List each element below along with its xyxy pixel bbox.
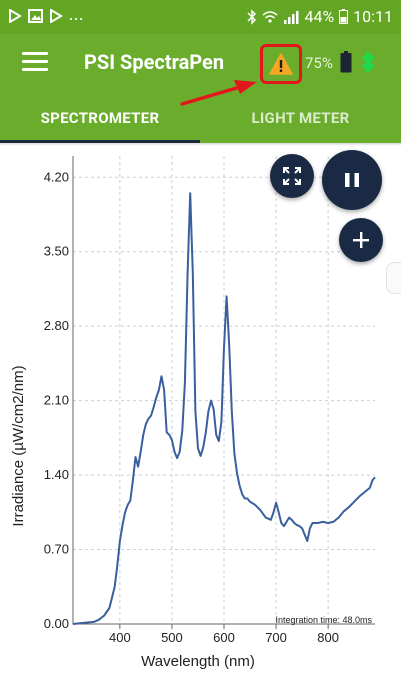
play-store-icon (9, 9, 22, 23)
plus-icon (353, 232, 369, 248)
x-tick-label: 700 (265, 630, 287, 645)
warning-icon (269, 53, 293, 75)
image-icon (28, 9, 43, 23)
battery-icon (340, 51, 352, 73)
x-tick-label: 600 (213, 630, 235, 645)
tab-bar-shadow (0, 143, 401, 146)
signal-icon (284, 10, 299, 24)
battery-percent: 44% (304, 7, 335, 26)
battery-status-icon (339, 9, 349, 24)
menu-icon (22, 52, 48, 55)
clock: 10:11 (353, 7, 393, 26)
y-tick-label: 2.10 (44, 393, 69, 408)
integration-time-label: Integration time: 48.0ms (275, 615, 372, 625)
x-axis-title: Wavelength (nm) (141, 653, 255, 670)
app-bar: PSI SpectraPen 75% (0, 34, 401, 92)
tab-light-meter[interactable]: LIGHT METER (251, 108, 350, 127)
more-notifications: ... (69, 8, 85, 24)
y-tick-label: 0.00 (44, 616, 69, 631)
warning-button[interactable] (260, 44, 302, 84)
x-tick-labels: 400 500 600 700 800 (109, 630, 339, 645)
notification-icons: ... (8, 8, 84, 24)
y-axis-title: Irradiance (µW/cm2/nm) (10, 365, 27, 526)
y-tick-label: 4.20 (44, 169, 69, 184)
bluetooth-status-icon (247, 8, 257, 25)
device-battery-level: 75% (305, 54, 333, 72)
y-tick-label: 2.80 (44, 318, 69, 333)
app-title: PSI SpectraPen (84, 50, 225, 74)
x-tick-label: 500 (161, 630, 183, 645)
y-tick-label: 3.50 (44, 244, 69, 259)
system-icons: 44% 10:11 (247, 7, 393, 26)
tab-spectrometer[interactable]: SPECTROMETER (40, 108, 160, 127)
x-tick-label: 400 (109, 630, 131, 645)
y-tick-label: 1.40 (44, 467, 69, 482)
x-tick-label: 800 (317, 630, 339, 645)
add-button[interactable] (339, 218, 383, 262)
y-tick-labels: 0.00 0.70 1.40 2.10 2.80 3.50 4.20 (44, 169, 69, 631)
active-tab-indicator (0, 140, 200, 143)
wifi-icon (262, 10, 278, 23)
spectrum-chart: 0.00 0.70 1.40 2.10 2.80 3.50 4.20 400 500 600 70… (10, 156, 376, 670)
side-drawer-handle[interactable] (386, 262, 401, 294)
bluetooth-icon[interactable] (361, 50, 375, 74)
y-tick-label: 0.70 (44, 542, 69, 557)
pause-button[interactable] (322, 150, 382, 210)
spectrum-line (72, 192, 376, 625)
pause-icon (345, 173, 359, 187)
menu-button[interactable] (22, 52, 48, 74)
tab-bar: SPECTROMETER LIGHT METER (0, 92, 401, 143)
expand-icon (283, 167, 301, 185)
fullscreen-button[interactable] (270, 154, 314, 198)
status-bar: ... 44% 10:11 (0, 0, 401, 34)
play-store-icon-2 (50, 9, 63, 23)
